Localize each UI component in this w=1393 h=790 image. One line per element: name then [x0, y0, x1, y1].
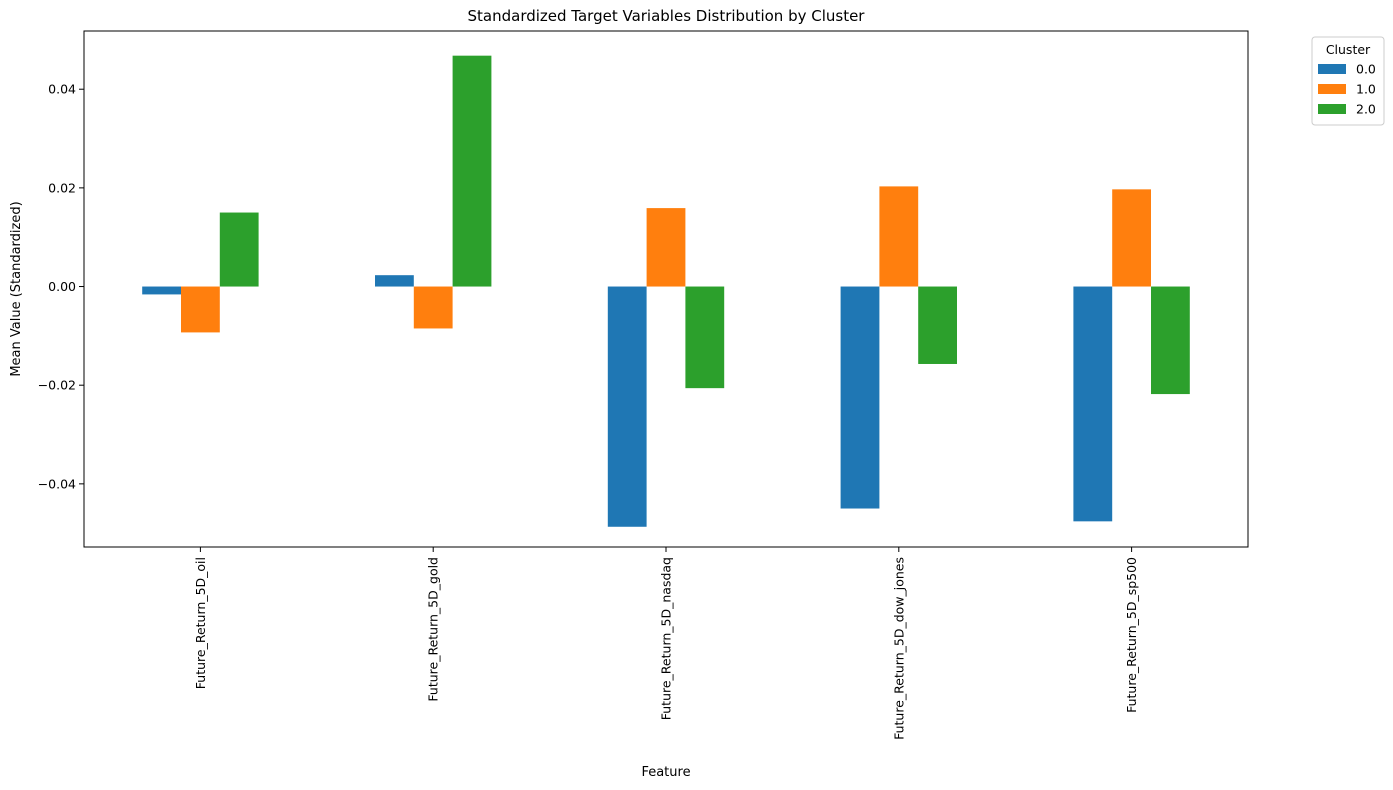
legend-box	[1311, 36, 1385, 126]
x-tick-label: Future_Return_5D_gold	[426, 557, 441, 702]
bar-Future_Return_5D_oil-cluster-2.0	[219, 212, 259, 287]
bar-Future_Return_5D_nasdaq-cluster-0.0	[607, 286, 647, 527]
chart-title: Standardized Target Variables Distributi…	[468, 7, 866, 25]
bar-Future_Return_5D_gold-cluster-0.0	[375, 275, 414, 287]
bar-Future_Return_5D_dow_jones-cluster-1.0	[879, 186, 919, 287]
bar-Future_Return_5D_sp500-cluster-1.0	[1112, 189, 1151, 287]
legend: Cluster 0.0 1.0 2.0	[1311, 36, 1385, 126]
x-axis: Future_Return_5D_oil Future_Return_5D_gol…	[193, 547, 1139, 740]
y-tick-label: −0.04	[38, 476, 76, 491]
bar-Future_Return_5D_nasdaq-cluster-2.0	[685, 286, 725, 389]
bar-Future_Return_5D_sp500-cluster-2.0	[1151, 286, 1190, 395]
bars	[142, 55, 1190, 527]
plot-area	[84, 31, 1248, 547]
y-tick-label: 0.00	[48, 279, 76, 294]
bar-Future_Return_5D_gold-cluster-2.0	[452, 55, 492, 287]
x-tick-label: Future_Return_5D_dow_jones	[891, 557, 906, 740]
legend-label-0.0: 0.0	[1356, 62, 1376, 77]
legend-label-1.0: 1.0	[1356, 82, 1376, 97]
bar-Future_Return_5D_oil-cluster-1.0	[181, 286, 220, 333]
x-axis-label: Feature	[641, 765, 690, 780]
y-tick-label: 0.04	[48, 82, 76, 97]
legend-swatch-1.0	[1318, 84, 1346, 94]
legend-label-2.0: 2.0	[1356, 102, 1376, 117]
bar-Future_Return_5D_dow_jones-cluster-2.0	[918, 286, 957, 364]
bar-Future_Return_5D_oil-cluster-0.0	[142, 286, 181, 295]
bar-Future_Return_5D_dow_jones-cluster-0.0	[840, 286, 880, 509]
legend-title: Cluster	[1326, 42, 1371, 57]
x-tick-label: Future_Return_5D_oil	[193, 557, 208, 689]
legend-entries: 0.0 1.0 2.0	[1318, 62, 1376, 117]
y-tick-label: −0.02	[38, 378, 76, 393]
bar-Future_Return_5D_gold-cluster-1.0	[413, 286, 453, 329]
y-tick-label: 0.02	[48, 180, 76, 195]
bar-Future_Return_5D_sp500-cluster-0.0	[1073, 286, 1113, 522]
bar-Future_Return_5D_nasdaq-cluster-1.0	[646, 208, 686, 287]
legend-swatch-2.0	[1318, 104, 1346, 114]
legend-swatch-0.0	[1318, 64, 1346, 74]
y-axis-label: Mean Value (Standardized)	[9, 201, 24, 376]
x-tick-label: Future_Return_5D_nasdaq	[659, 557, 674, 720]
y-axis: −0.04 −0.02 0.00 0.02 0.04	[38, 82, 84, 491]
x-tick-label: Future_Return_5D_sp500	[1124, 557, 1139, 713]
